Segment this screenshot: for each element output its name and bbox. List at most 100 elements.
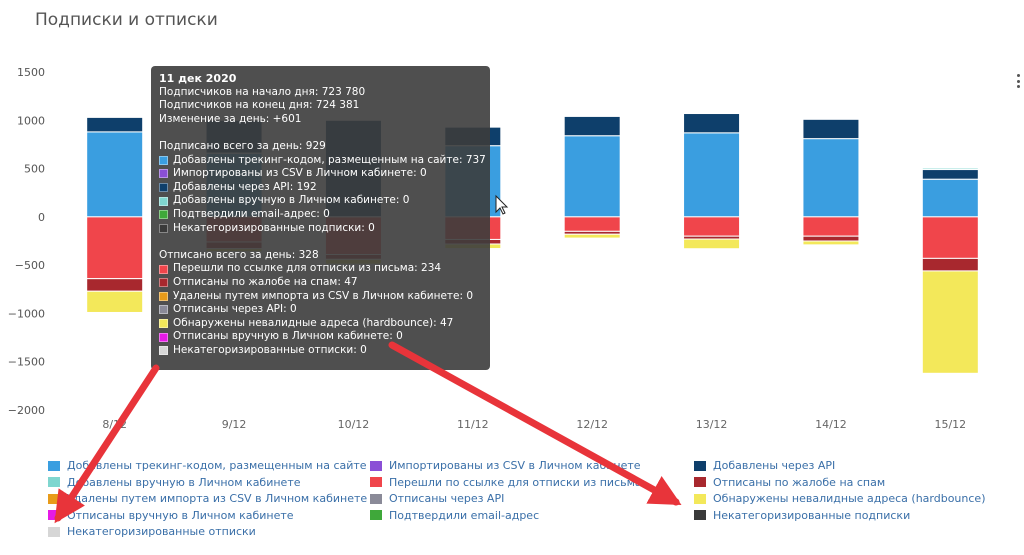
y-tick-label: −1000 (8, 307, 45, 320)
legend-item-api_add[interactable]: Добавлены через API (694, 459, 835, 472)
bar-segment-api_add[interactable] (86, 116, 144, 133)
x-tick-label: 9/12 (222, 418, 247, 431)
y-tick-label: 1500 (17, 66, 45, 79)
tooltip-row-text: Добавлены трекинг-кодом, размещенным на … (173, 153, 486, 166)
legend-label: Импортированы из CSV в Личном кабинете (389, 459, 641, 472)
tooltip-row-csv_import: Импортированы из CSV в Личном кабинете: … (159, 167, 482, 181)
bar-segment-tracking[interactable] (563, 135, 621, 218)
y-tick-label: 1000 (17, 114, 45, 127)
bar-segment-hardbounce[interactable] (921, 270, 979, 374)
legend-swatch (370, 493, 382, 504)
bar-segment-tracking[interactable] (683, 132, 741, 218)
bar-segment-tracking[interactable] (86, 131, 144, 218)
bar-segment-tracking[interactable] (802, 138, 860, 218)
bar-segment-spam[interactable] (921, 257, 979, 272)
tooltip-row-text: Некатегоризированные отписки: 0 (173, 343, 367, 356)
tooltip-swatch (159, 332, 168, 342)
bar-segment-api_add[interactable] (683, 113, 741, 134)
bar-segment-spam[interactable] (86, 278, 144, 292)
chart-menu-button[interactable] (1014, 74, 1022, 88)
legend-label: Удалены путем импорта из CSV в Личном ка… (67, 492, 368, 505)
legend-item-manual_add[interactable]: Добавлены вручную в Личном кабинете (48, 476, 301, 489)
legend-swatch (48, 510, 60, 520)
legend-swatch (694, 477, 706, 487)
tooltip-swatch (159, 305, 168, 315)
x-tick-label: 8/12 (102, 418, 127, 431)
bar-segment-link_unsub[interactable] (86, 216, 144, 280)
x-tick-label: 13/12 (696, 418, 728, 431)
legend-label: Обнаружены невалидные адреса (hardbounce… (713, 492, 986, 505)
menu-dot-icon (1016, 74, 1020, 77)
legend-swatch (48, 477, 60, 487)
tooltip-row-uncat_sub: Некатегоризированные подписки: 0 (159, 222, 482, 236)
x-tick-label: 12/12 (576, 418, 608, 431)
bar-segment-spam[interactable] (802, 235, 860, 242)
legend-swatch (370, 460, 382, 471)
legend-item-email_confirm[interactable]: Подтвердили email-адрес (370, 509, 539, 522)
tooltip-swatch (159, 223, 168, 233)
y-tick-label: 0 (38, 211, 45, 224)
tooltip-date: 11 дек 2020 (159, 72, 237, 85)
y-tick-label: 500 (24, 163, 45, 176)
tooltip-row-email_confirm: Подтвердили email-адрес: 0 (159, 208, 482, 222)
legend-item-tracking[interactable]: Добавлены трекинг-кодом, размещенным на … (48, 459, 367, 472)
legend-item-api_unsub[interactable]: Отписаны через API (370, 492, 504, 505)
bar-segment-tracking[interactable] (921, 178, 979, 218)
legend-item-link_unsub[interactable]: Перешли по ссылке для отписки из письма (370, 476, 642, 489)
x-tick-label: 11/12 (457, 418, 489, 431)
tooltip-row-text: Обнаружены невалидные адреса (hardbounce… (173, 316, 454, 329)
legend-label: Отписаны вручную в Личном кабинете (67, 508, 294, 522)
x-tick-label: 10/12 (338, 418, 370, 431)
bar-segment-api_add[interactable] (563, 115, 621, 137)
bar-segment-link_unsub[interactable] (683, 216, 741, 237)
bar-segment-link_unsub[interactable] (921, 216, 979, 259)
bar-segment-manual_add[interactable] (921, 167, 979, 171)
legend-item-uncat_unsub[interactable]: Некатегоризированные отписки (48, 525, 256, 538)
tooltip-swatch (159, 318, 168, 328)
bar-segment-hardbounce[interactable] (86, 290, 144, 313)
x-axis: 8/12 9/12 10/12 11/12 12/12 13/12 14/12 15/12 (102, 418, 966, 431)
legend-item-csv_import[interactable]: Импортированы из CSV в Личном кабинете (370, 459, 641, 472)
bar-segment-link_unsub[interactable] (563, 216, 621, 232)
tooltip-swatch (159, 210, 168, 220)
y-tick-label: −2000 (8, 404, 45, 417)
tooltip-row-api_unsub: Отписаны через API: 0 (159, 303, 482, 317)
bar-segment-hardbounce[interactable] (802, 240, 860, 246)
legend-item-hardbounce[interactable]: Обнаружены невалидные адреса (hardbounce… (694, 492, 986, 505)
tooltip-row-text: Добавлены через API: 192 (173, 180, 317, 193)
tooltip-unsubscribed-total: Отписано всего за день: 328 (159, 248, 319, 261)
tooltip-row-text: Некатегоризированные подписки: 0 (173, 221, 375, 234)
legend-item-csv_removed[interactable]: Удалены путем импорта из CSV в Личном ка… (48, 492, 367, 505)
bar-segment-hardbounce[interactable] (563, 233, 621, 239)
tooltip-row-text: Отписаны через API: 0 (173, 303, 297, 316)
bar-segment-hardbounce[interactable] (683, 238, 741, 250)
tooltip-row-manual_add: Добавлены вручную в Личном кабинете: 0 (159, 194, 482, 208)
menu-dot-icon (1016, 79, 1020, 83)
legend-swatch (48, 526, 60, 537)
tooltip-swatch (159, 278, 168, 288)
bar-segment-link_unsub[interactable] (802, 216, 860, 237)
legend-item-manual_unsub[interactable]: Отписаны вручную в Личном кабинете (48, 509, 294, 522)
legend-label: Добавлены трекинг-кодом, размещенным на … (67, 459, 367, 472)
tooltip-swatch (159, 196, 168, 206)
legend-label: Некатегоризированные отписки (67, 525, 256, 538)
legend-swatch (370, 510, 382, 520)
legend-swatch (48, 460, 60, 471)
legend-swatch (370, 477, 382, 487)
bar-segment-api_add[interactable] (921, 169, 979, 180)
tooltip-row-link_unsub: Перешли по ссылке для отписки из письма:… (159, 262, 482, 276)
tooltip-row-text: Импортированы из CSV в Личном кабинете: … (173, 167, 427, 180)
chart-tooltip: 11 дек 2020 Подписчиков на начало дня: 7… (151, 66, 490, 370)
bar-segment-api_add[interactable] (802, 118, 860, 140)
legend-item-spam[interactable]: Отписаны по жалобе на спам (694, 476, 885, 489)
tooltip-swatch (159, 264, 168, 274)
tooltip-row-tracking: Добавлены трекинг-кодом, размещенным на … (159, 154, 486, 168)
legend-label: Подтвердили email-адрес (389, 508, 540, 522)
tooltip-change: Изменение за день: +601 (159, 112, 302, 125)
tooltip-swatch (159, 169, 168, 179)
legend-item-uncat_sub[interactable]: Некатегоризированные подписки (694, 509, 910, 522)
tooltip-subscribed-total: Подписано всего за день: 929 (159, 139, 326, 152)
tooltip-row-hardbounce: Обнаружены невалидные адреса (hardbounce… (159, 317, 482, 331)
tooltip-row-text: Перешли по ссылке для отписки из письма:… (173, 262, 442, 275)
x-tick-label: 15/12 (934, 418, 966, 431)
